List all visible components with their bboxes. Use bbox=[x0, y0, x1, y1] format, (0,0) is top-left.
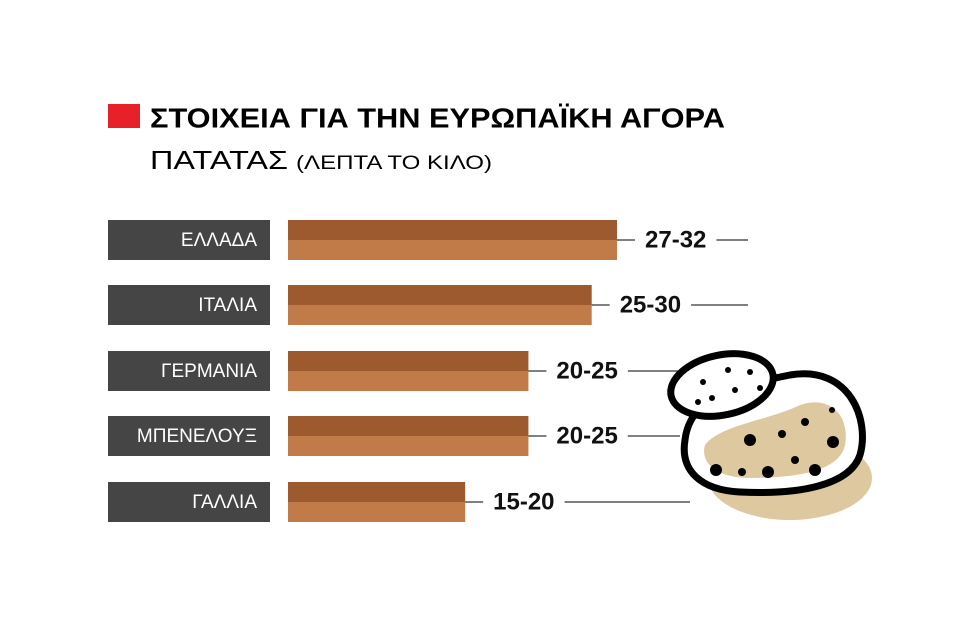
value-label: 25-30 bbox=[620, 291, 681, 318]
value-label: 15-20 bbox=[493, 488, 554, 515]
value-label: 20-25 bbox=[556, 357, 617, 384]
bar-bottom bbox=[288, 436, 529, 456]
category-label: ΓΕΡΜΑΝΙΑ bbox=[161, 361, 257, 382]
bar-top bbox=[288, 482, 466, 502]
category-box bbox=[108, 416, 270, 456]
category-label: ΜΠΕΝΕΛΟΥΞ bbox=[137, 426, 257, 447]
potato-flesh bbox=[704, 402, 846, 478]
potato-illustration bbox=[667, 350, 872, 520]
bar-top bbox=[288, 220, 617, 240]
value-label: 27-32 bbox=[645, 226, 706, 253]
category-label: ΕΛΛΑΔΑ bbox=[181, 230, 257, 251]
category-box bbox=[108, 220, 270, 260]
category-box bbox=[108, 285, 270, 325]
bar-top bbox=[288, 416, 529, 436]
unit-label: (ΛΕΠΤΑ ΤΟ ΚΙΛΟ) bbox=[296, 153, 492, 174]
bar-bottom bbox=[288, 502, 466, 522]
potato-dots bbox=[695, 367, 839, 478]
bar-bottom bbox=[288, 371, 529, 391]
bar-top bbox=[288, 351, 529, 371]
bar-bottom bbox=[288, 240, 617, 260]
value-label: 20-25 bbox=[556, 422, 617, 449]
bar-bottom bbox=[288, 305, 592, 325]
title-marker bbox=[108, 104, 140, 128]
bar-top bbox=[288, 285, 592, 305]
chart-title: ΣΤΟΙΧΕΙΑ ΓΙΑ ΤΗΝ ΕΥΡΩΠΑΪΚΗ ΑΓΟΡΑ bbox=[150, 102, 725, 133]
category-label: ΙΤΑΛΙΑ bbox=[198, 295, 257, 316]
category-label: ΓΑΛΛΙΑ bbox=[192, 492, 257, 513]
category-box bbox=[108, 482, 270, 522]
category-box bbox=[108, 351, 270, 391]
chart-subtitle: ΠΑΤΑΤΑΣ bbox=[150, 145, 288, 175]
